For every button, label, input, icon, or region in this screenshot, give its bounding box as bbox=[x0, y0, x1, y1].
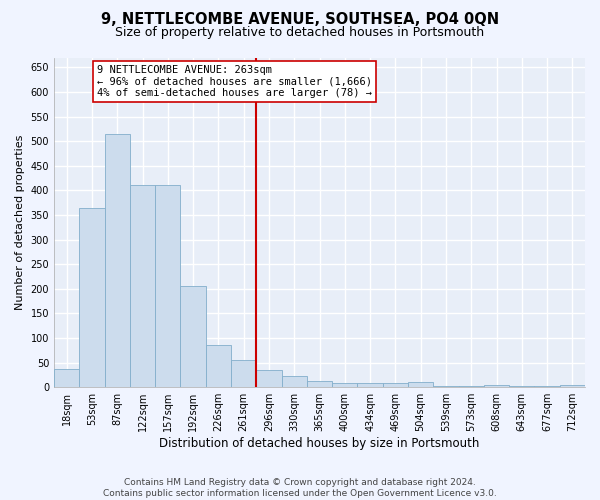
Bar bbox=[54, 368, 79, 387]
Bar bbox=[307, 382, 332, 387]
Text: 9 NETTLECOMBE AVENUE: 263sqm
← 96% of detached houses are smaller (1,666)
4% of : 9 NETTLECOMBE AVENUE: 263sqm ← 96% of de… bbox=[97, 65, 372, 98]
Bar bbox=[231, 360, 256, 387]
Text: Size of property relative to detached houses in Portsmouth: Size of property relative to detached ho… bbox=[115, 26, 485, 39]
X-axis label: Distribution of detached houses by size in Portsmouth: Distribution of detached houses by size … bbox=[160, 437, 480, 450]
Bar bbox=[484, 384, 509, 387]
Bar bbox=[332, 384, 358, 387]
Bar bbox=[383, 384, 408, 387]
Bar bbox=[206, 346, 231, 387]
Bar bbox=[509, 386, 535, 387]
Text: Contains HM Land Registry data © Crown copyright and database right 2024.
Contai: Contains HM Land Registry data © Crown c… bbox=[103, 478, 497, 498]
Bar bbox=[130, 186, 155, 387]
Text: 9, NETTLECOMBE AVENUE, SOUTHSEA, PO4 0QN: 9, NETTLECOMBE AVENUE, SOUTHSEA, PO4 0QN bbox=[101, 12, 499, 26]
Bar bbox=[155, 186, 181, 387]
Bar bbox=[535, 386, 560, 387]
Bar bbox=[358, 384, 383, 387]
Bar bbox=[458, 386, 484, 387]
Y-axis label: Number of detached properties: Number of detached properties bbox=[15, 134, 25, 310]
Bar bbox=[256, 370, 281, 387]
Bar bbox=[181, 286, 206, 387]
Bar bbox=[281, 376, 307, 387]
Bar bbox=[104, 134, 130, 387]
Bar bbox=[560, 384, 585, 387]
Bar bbox=[79, 208, 104, 387]
Bar bbox=[433, 386, 458, 387]
Bar bbox=[408, 382, 433, 387]
